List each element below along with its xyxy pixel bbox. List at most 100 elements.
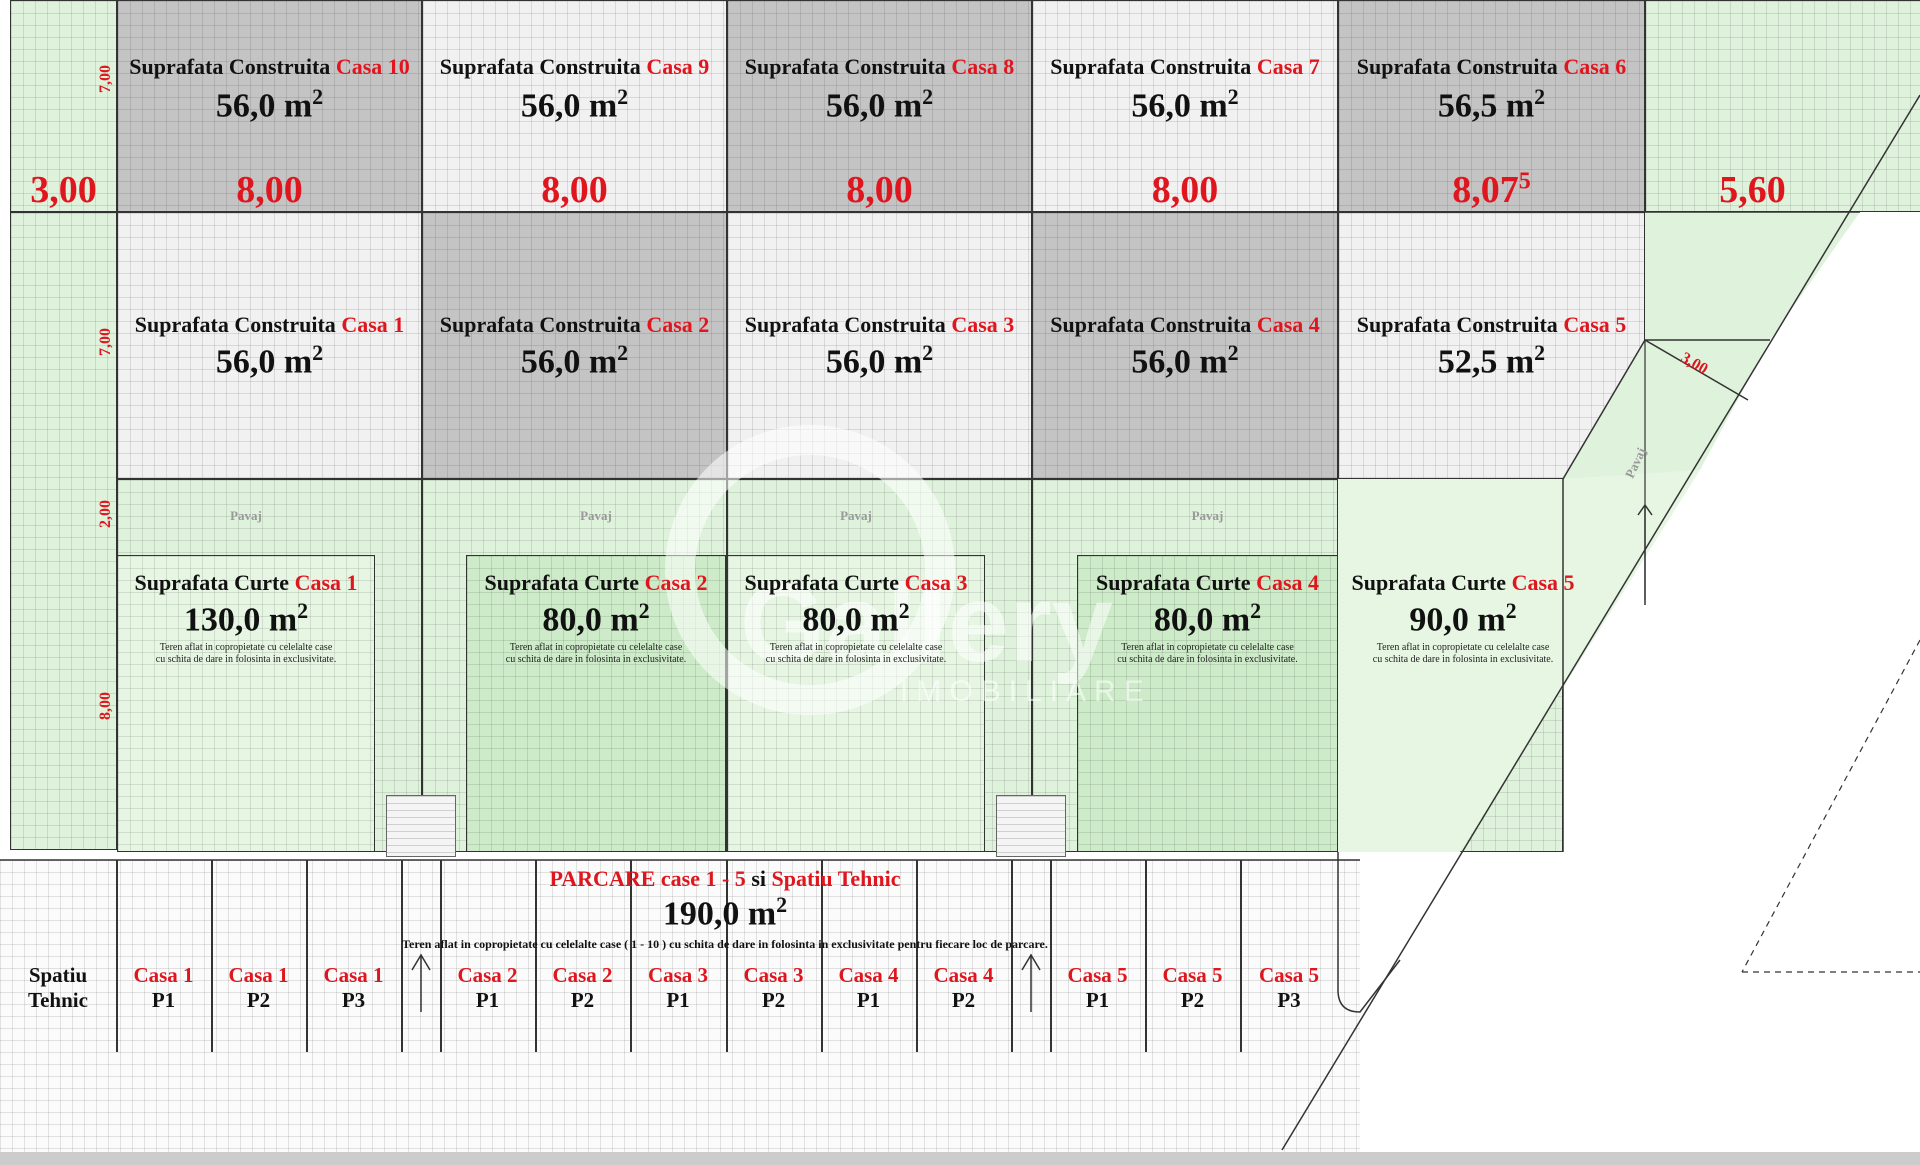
house-7-area: 56,0 m2 <box>1131 84 1239 125</box>
row4-height: 8,00 <box>97 692 114 720</box>
parking-slot: Casa 5 P3 <box>1258 963 1320 1012</box>
yard-5-title: Suprafata Curte Casa 5 <box>1351 570 1575 595</box>
house-5-title: Suprafata Construita Casa 5 <box>1356 312 1627 337</box>
left-strip-bottom <box>10 212 117 850</box>
house-2-title: Suprafata Construita Casa 2 <box>439 312 710 337</box>
stairs-right <box>996 795 1066 857</box>
stairs-left <box>386 795 456 857</box>
yard-1-note: Teren aflat in copropietate cu celelalte… <box>155 642 337 665</box>
house-1-title: Suprafata Construita Casa 1 <box>134 312 405 337</box>
slot-sep <box>535 860 537 1052</box>
slot-sep <box>401 860 403 1052</box>
house-1-plot <box>117 212 422 479</box>
parking-slot: Casa 1 P2 <box>228 963 289 1012</box>
house-2-area: 56,0 m2 <box>520 340 629 381</box>
parking-slot: Casa 2 P1 <box>457 963 518 1012</box>
yard-4-fence <box>1077 555 1338 852</box>
parking-slot: Casa 5 P2 <box>1162 963 1223 1012</box>
slot-sep <box>306 860 308 1052</box>
house-6-plot <box>1338 0 1645 212</box>
parking-slot: Casa 2 P2 <box>552 963 613 1012</box>
yard-2-area: 80,0 m2 <box>542 598 650 639</box>
house-4-plot <box>1032 212 1338 479</box>
parking-note: Teren aflat in copropietate cu celelalte… <box>402 937 1048 951</box>
house-10-title: Suprafata Construita Casa 10 <box>129 54 410 79</box>
yard-2-title: Suprafata Curte Casa 2 <box>484 570 708 595</box>
pavaj-label: Pavaj <box>840 508 872 523</box>
house-1-area: 56,0 m2 <box>215 340 324 381</box>
pavaj-label: Pavaj <box>1191 508 1224 523</box>
parking-title: PARCARE case 1 - 5 si Spatiu Tehnic <box>549 866 901 891</box>
parking-slot: Casa 1 P1 <box>133 963 194 1012</box>
house-8-plot <box>727 0 1032 212</box>
slot-sep <box>1011 860 1013 1052</box>
parking-slot: Casa 1 P3 <box>323 963 384 1012</box>
house-7-width: 8,00 <box>1151 169 1219 211</box>
yard-3-title: Suprafata Curte Casa 3 <box>744 570 968 595</box>
house-10-width: 8,00 <box>236 169 303 211</box>
bottom-bar <box>0 1152 1920 1165</box>
parking-slot: Casa 5 P1 <box>1067 963 1128 1012</box>
parking-slot: Casa 3 P2 <box>743 963 804 1012</box>
house-8-title: Suprafata Construita Casa 8 <box>744 54 1015 79</box>
slot-sep <box>1145 860 1147 1052</box>
watermark-subtitle: IMOBILIARE <box>900 675 1152 708</box>
yard-3-note: Teren aflat in copropietate cu celelalte… <box>765 642 947 665</box>
yard-1-area: 130,0 m2 <box>183 598 309 639</box>
slot-sep <box>440 860 442 1052</box>
slot-sep <box>821 860 823 1052</box>
yard-1-fence <box>117 555 375 852</box>
house-8-area: 56,0 m2 <box>825 84 934 125</box>
slot-sep <box>916 860 918 1052</box>
slot-sep <box>211 860 213 1052</box>
slot-sep <box>1240 860 1242 1052</box>
slot-sep <box>630 860 632 1052</box>
watermark-logo: Gallery <box>740 562 1114 685</box>
house-10-plot <box>117 0 422 212</box>
yard-2-note: Teren aflat in copropietate cu celelalte… <box>505 642 687 665</box>
house-4-area: 56,0 m2 <box>1131 340 1239 381</box>
pavaj-label: Pavaj <box>580 508 612 523</box>
left-strip-top <box>10 0 117 212</box>
house-6-width: 8,075 <box>1452 168 1531 211</box>
house-8-width: 8,00 <box>846 169 913 211</box>
slot-sep <box>1050 860 1052 1052</box>
left-width: 3,00 <box>30 169 97 211</box>
house-7-title: Suprafata Construita Casa 7 <box>1050 54 1320 79</box>
yard-4-area: 80,0 m2 <box>1153 598 1262 639</box>
house-10-area: 56,0 m2 <box>215 84 324 125</box>
yard-4-note: Teren aflat in copropietate cu celelalte… <box>1117 642 1298 665</box>
row2-height: 7,00 <box>97 328 114 356</box>
slot-sep <box>726 860 728 1052</box>
row1-height: 7,00 <box>97 65 114 93</box>
spatiu-tehnic: Spatiu Tehnic <box>28 963 88 1012</box>
pavaj-label: Pavaj <box>230 508 262 523</box>
house-3-area: 56,0 m2 <box>825 340 934 381</box>
house-6-title: Suprafata Construita Casa 6 <box>1356 54 1627 79</box>
parking-area <box>0 860 1360 1152</box>
parking-slot: Casa 3 P1 <box>647 963 709 1012</box>
house-5-area: 52,5 m2 <box>1437 340 1546 381</box>
right-width: 5,60 <box>1719 169 1786 211</box>
house-3-title: Suprafata Construita Casa 3 <box>744 312 1015 337</box>
yard-4-title: Suprafata Curte Casa 4 <box>1095 570 1320 595</box>
parking-slot: Casa 4 P2 <box>933 963 994 1012</box>
house-9-title: Suprafata Construita Casa 9 <box>439 54 710 79</box>
yard-5-note: Teren aflat in copropietate cu celelalte… <box>1372 642 1554 665</box>
house-9-plot <box>422 0 727 212</box>
right-green-top <box>1645 0 1920 212</box>
yard-3-area: 80,0 m2 <box>802 598 910 639</box>
house-4-title: Suprafata Construita Casa 4 <box>1050 312 1320 337</box>
yard-1-title: Suprafata Curte Casa 1 <box>134 570 358 595</box>
yard-5-area: 90,0 m2 <box>1409 598 1517 639</box>
house-7-plot <box>1032 0 1338 212</box>
house-2-plot <box>422 212 727 479</box>
house-9-area: 56,0 m2 <box>520 84 629 125</box>
parking-slot: Casa 4 P1 <box>838 963 899 1012</box>
slot-sep <box>116 860 118 1052</box>
house-9-width: 8,00 <box>541 169 608 211</box>
row3-height: 2,00 <box>97 500 114 528</box>
house-6-area: 56,5 m2 <box>1437 84 1546 125</box>
